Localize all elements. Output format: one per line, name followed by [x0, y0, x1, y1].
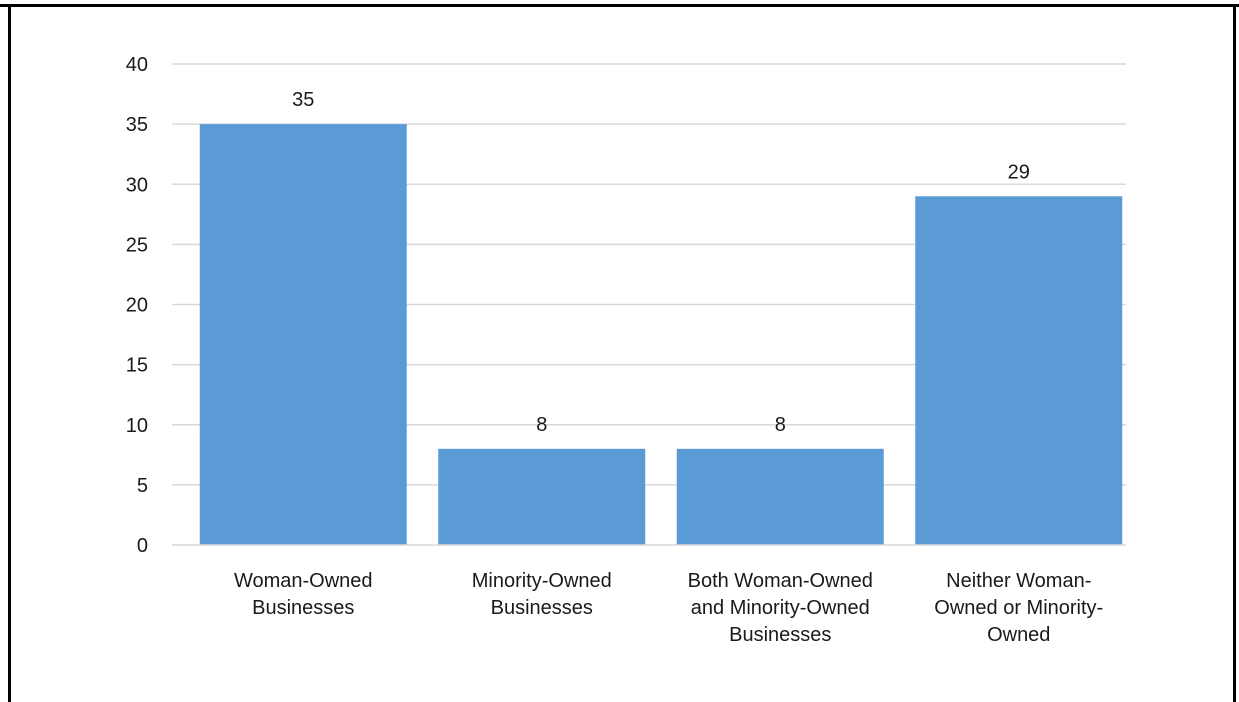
y-tick-label-15: 15 [126, 355, 148, 377]
bars [199, 124, 1123, 545]
category-label-3: Both Woman-Owned and Minority-Owned Busine… [688, 570, 873, 646]
category-label-2: Minority-Owned Businesses [472, 570, 612, 619]
data-labels: 35 8 8 29 [292, 89, 1030, 436]
bar-2 [438, 448, 646, 545]
bar-4 [915, 196, 1123, 545]
frame-border-top [0, 4, 1239, 7]
frame-border-right [1233, 4, 1236, 702]
y-tick-label-25: 25 [126, 234, 148, 256]
data-label-4: 29 [1008, 161, 1030, 183]
bar-1 [199, 124, 407, 545]
category-label-1: Woman-Owned Businesses [234, 570, 373, 619]
y-tick-label-30: 30 [126, 174, 148, 196]
y-tick-label-20: 20 [126, 295, 148, 317]
data-label-1: 35 [292, 89, 314, 111]
y-tick-label-35: 35 [126, 114, 148, 136]
data-label-3: 8 [775, 414, 786, 436]
frame-border-left [8, 4, 11, 702]
y-tick-label-40: 40 [126, 54, 148, 76]
category-labels: Woman-Owned Businesses Minority-Owned Busin… [234, 570, 1103, 646]
bar-3 [676, 448, 884, 545]
category-label-4: Neither Woman-Owned or Minority-Owned [934, 570, 1103, 646]
data-label-2: 8 [536, 414, 547, 436]
y-tick-label-0: 0 [137, 535, 148, 557]
y-axis-ticks: 0 5 10 15 20 25 30 35 40 [126, 54, 148, 557]
y-tick-label-5: 5 [137, 475, 148, 497]
y-tick-label-10: 10 [126, 415, 148, 437]
